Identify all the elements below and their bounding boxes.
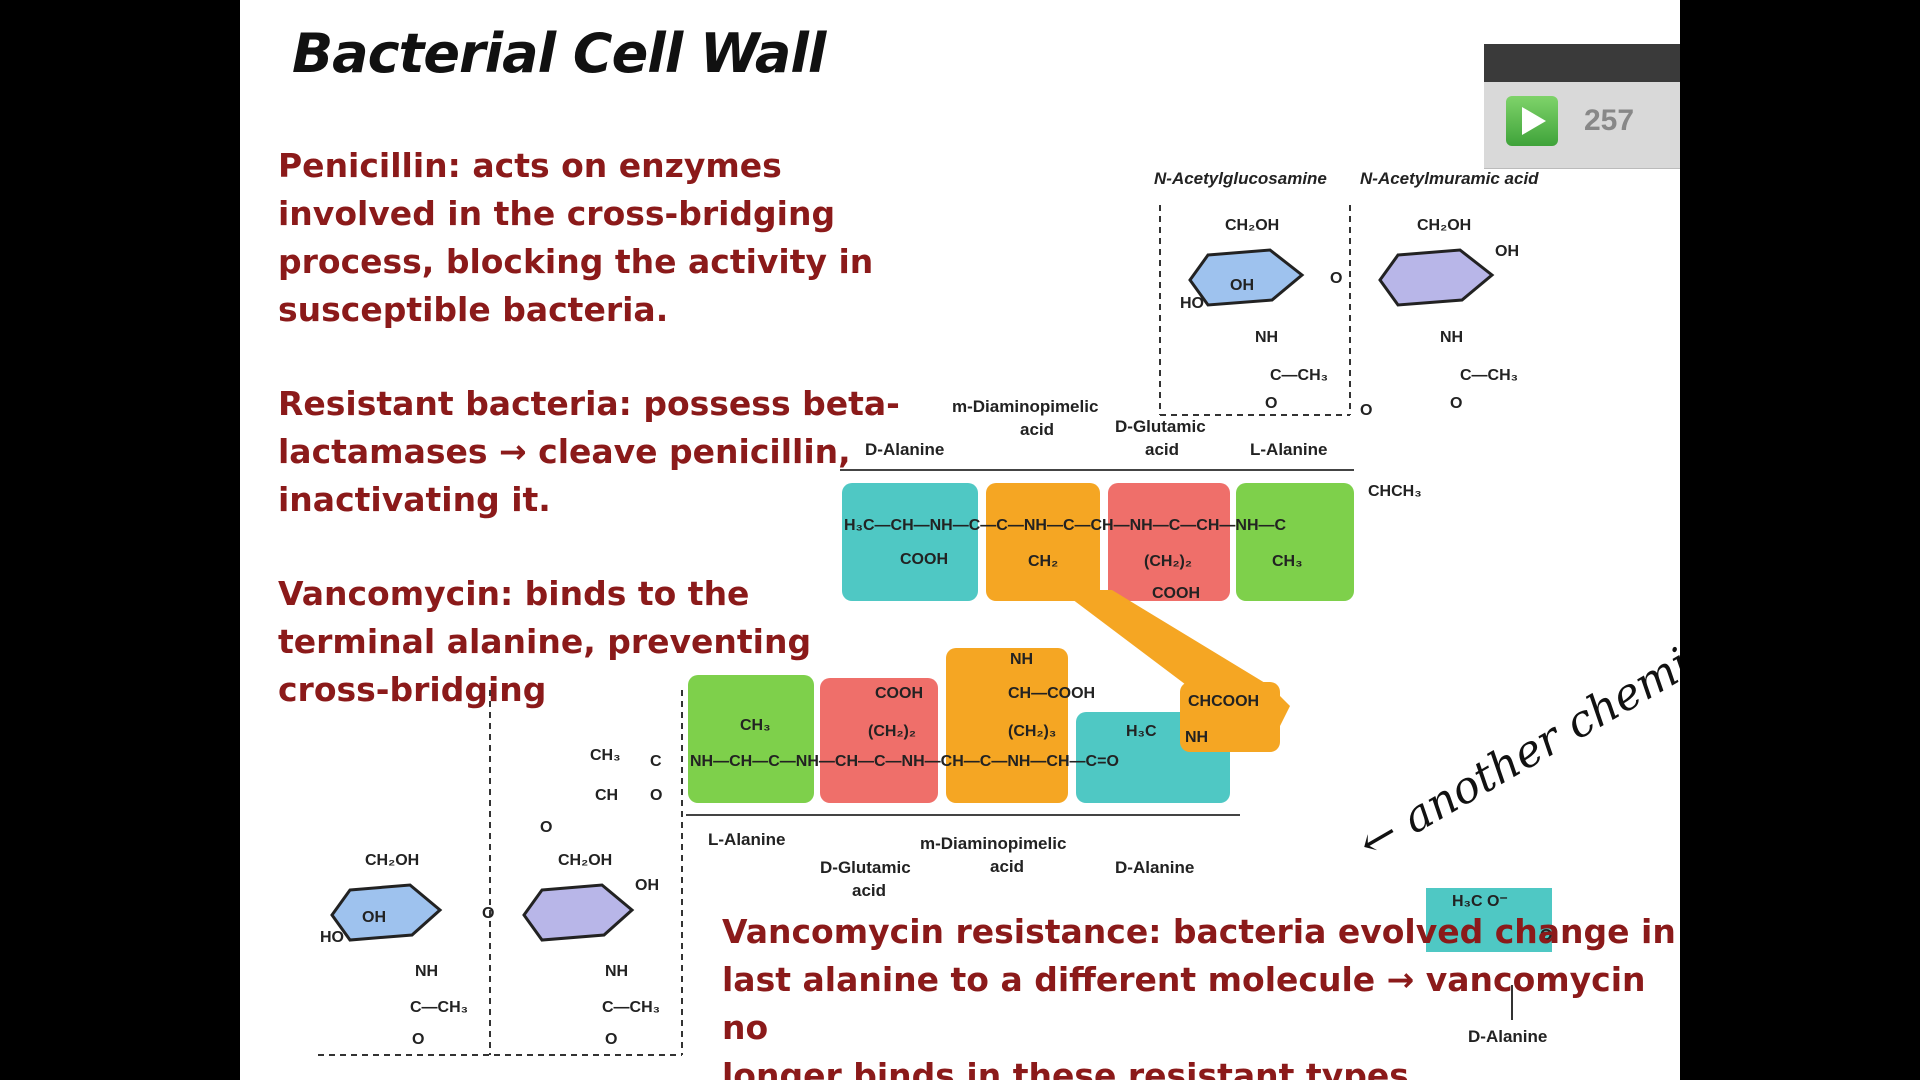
svg-text:NH: NH [415, 963, 438, 980]
svg-text:O: O [1360, 402, 1372, 419]
svg-text:CH—COOH: CH—COOH [1008, 685, 1095, 702]
svg-text:(CH₂)₂: (CH₂)₂ [868, 723, 916, 740]
vancomycin-resistance-text: Vancomycin resistance: bacteria evolved … [722, 912, 1676, 1080]
bottom-muramic-ring [522, 883, 635, 942]
svg-text:NH: NH [605, 963, 628, 980]
svg-text:CH₃: CH₃ [590, 747, 621, 764]
top-l-alanine-label: L-Alanine [1250, 440, 1327, 459]
svg-text:OH: OH [362, 909, 386, 926]
peptidoglycan-diagram: CH₂OH OH HO NH C—CH₃ O O CH₂OH OH NH C—C… [318, 169, 1680, 1056]
bottom-m-dap-label-1: m-Diaminopimelic [920, 834, 1066, 853]
top-d-alanine-label: D-Alanine [865, 440, 944, 459]
svg-text:(CH₂)₃: (CH₂)₃ [1008, 723, 1056, 740]
bottom-d-glutamic-label-2: acid [852, 881, 886, 900]
bottom-l-alanine-label: L-Alanine [708, 830, 785, 849]
svg-text:H₃C: H₃C [1126, 723, 1157, 740]
muramic-ring [1378, 248, 1495, 307]
svg-text:NH: NH [1255, 329, 1278, 346]
svg-text:CH₂OH: CH₂OH [1417, 217, 1471, 234]
player-bar [1484, 44, 1680, 82]
svg-text:C—CH₃: C—CH₃ [602, 999, 660, 1016]
svg-text:HO: HO [320, 929, 344, 946]
top-d-glutamic-label-2: acid [1145, 440, 1179, 459]
svg-text:HO: HO [1180, 295, 1204, 312]
svg-text:C—CH₃: C—CH₃ [410, 999, 468, 1016]
svg-text:CH₃: CH₃ [1272, 553, 1303, 570]
svg-text:CH₃: CH₃ [740, 717, 771, 734]
svg-text:NH: NH [1010, 651, 1033, 668]
play-icon[interactable] [1506, 96, 1558, 146]
svg-text:C—CH₃: C—CH₃ [1270, 367, 1328, 384]
svg-text:CH₂OH: CH₂OH [365, 852, 419, 869]
svg-text:COOH: COOH [900, 551, 948, 568]
slide-title: Bacterial Cell Wall [292, 22, 826, 85]
glucosamine-label: N-Acetylglucosamine [1154, 169, 1327, 188]
svg-text:CH₂OH: CH₂OH [1225, 217, 1279, 234]
bottom-m-dap-label-2: acid [990, 857, 1024, 876]
svg-text:O: O [1330, 270, 1342, 287]
bottom-sugar-group: CH₂OH OH HO NH C—CH₃ O O CH₂OH OH NH C—C… [318, 690, 683, 1056]
svg-text:O: O [1450, 395, 1462, 412]
svg-text:OH: OH [635, 877, 659, 894]
alt-molecule: H₃C O⁻ O D-Alanine [1426, 888, 1552, 1046]
svg-text:COOH: COOH [875, 685, 923, 702]
svg-text:COOH: COOH [1152, 585, 1200, 602]
muramic-label: N-Acetylmuramic acid [1360, 169, 1539, 188]
top-m-dap-label-1: m-Diaminopimelic [952, 397, 1098, 416]
view-count: 257 [1584, 104, 1635, 137]
svg-text:CH₂: CH₂ [1028, 553, 1058, 570]
svg-text:O: O [650, 787, 662, 804]
svg-text:NH—CH—C—NH—CH—C—NH—CH—C—NH—CH—: NH—CH—C—NH—CH—C—NH—CH—C—NH—CH—C=O [690, 753, 1119, 770]
svg-text:CH₂OH: CH₂OH [558, 852, 612, 869]
top-d-glutamic-label-1: D-Glutamic [1115, 417, 1206, 436]
svg-text:OH: OH [1230, 277, 1254, 294]
svg-text:H₃C O⁻: H₃C O⁻ [1452, 893, 1508, 910]
alt-d-alanine-label: D-Alanine [1468, 1027, 1547, 1046]
slide: Bacterial Cell Wall Penicillin: acts on … [240, 0, 1680, 1080]
media-player-widget: 257 [1484, 44, 1680, 169]
bottom-d-alanine-label: D-Alanine [1115, 858, 1194, 877]
svg-text:H₃C—CH—NH—C—C—NH—C—CH—NH—C—CH—: H₃C—CH—NH—C—C—NH—C—CH—NH—C—CH—NH—C [844, 517, 1286, 534]
svg-text:C—CH₃: C—CH₃ [1460, 367, 1518, 384]
bottom-d-glutamic-label-1: D-Glutamic [820, 858, 911, 877]
bottom-glucosamine-ring [330, 883, 443, 942]
handwritten-note: ← another chemical [1350, 606, 1680, 870]
svg-text:O: O [605, 1031, 617, 1048]
glucosamine-ring [1188, 248, 1305, 307]
svg-text:O: O [412, 1031, 424, 1048]
svg-text:OH: OH [1495, 243, 1519, 260]
svg-text:CHCH₃: CHCH₃ [1368, 483, 1422, 500]
svg-text:CHCOOH: CHCOOH [1188, 693, 1259, 710]
resistant-bacteria-text: Resistant bacteria: possess beta- lactam… [278, 384, 900, 519]
bottom-peptide-chain: NH—CH—C—NH—CH—C—NH—CH—C—NH—CH—C=O CH₃ CO… [686, 648, 1280, 900]
svg-text:O: O [1540, 927, 1552, 944]
svg-text:NH: NH [1440, 329, 1463, 346]
svg-text:C: C [650, 753, 662, 770]
handwritten-annotation: ← another chemical [1350, 606, 1680, 870]
penicillin-text: Penicillin: acts on enzymes involved in … [278, 146, 874, 329]
svg-text:O: O [482, 905, 494, 922]
svg-text:O: O [540, 819, 552, 836]
svg-text:(CH₂)₂: (CH₂)₂ [1144, 553, 1192, 570]
top-m-dap-label-2: acid [1020, 420, 1054, 439]
top-sugar-group: CH₂OH OH HO NH C—CH₃ O O CH₂OH OH NH C—C… [1154, 169, 1539, 500]
svg-text:NH: NH [1185, 729, 1208, 746]
svg-text:CH: CH [595, 787, 618, 804]
vancomycin-text: Vancomycin: binds to the terminal alanin… [278, 574, 812, 709]
svg-text:O: O [1265, 395, 1277, 412]
